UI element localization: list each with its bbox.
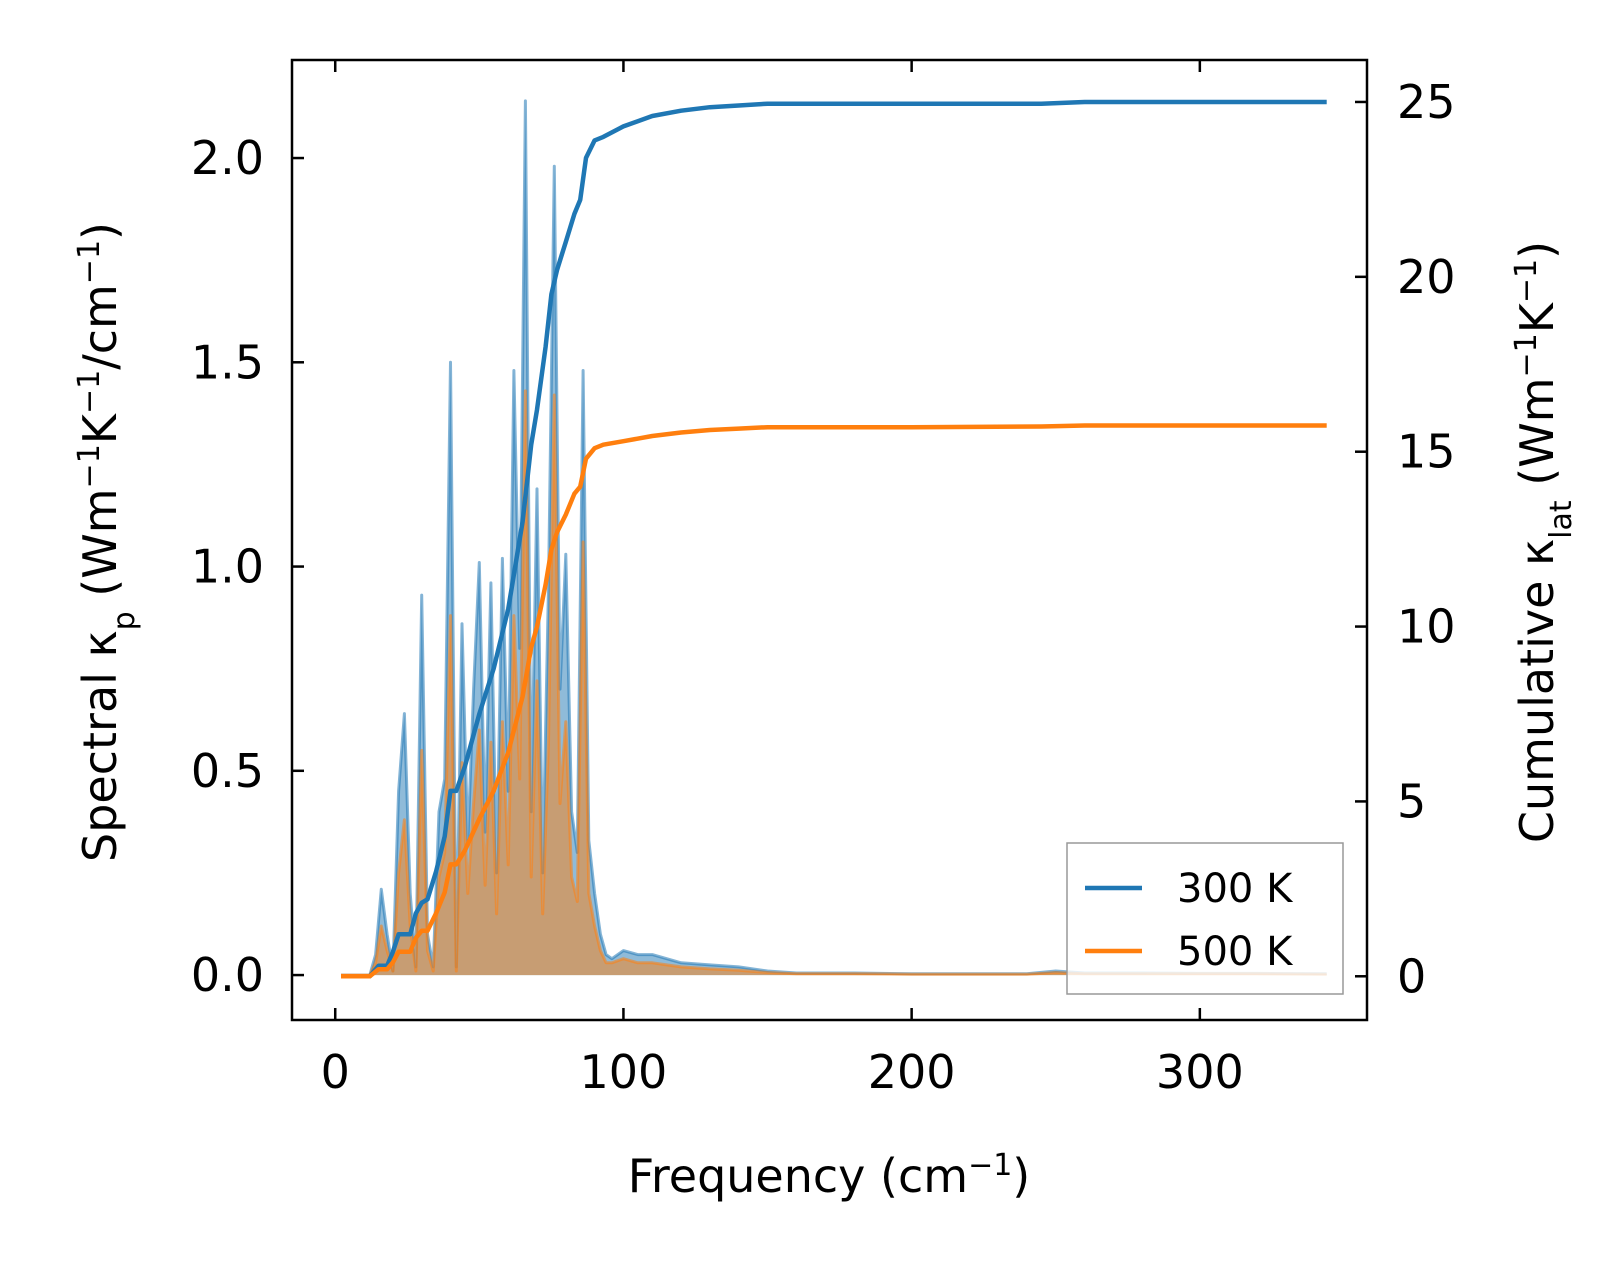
right-y-axis-title: Cumulative κlat (Wm−1K−1) [1509,241,1579,843]
axis-ticks: 0 100 200 300 0.0 0.5 1.0 1.5 2.0 0 5 10 15 20 25 [191,60,1456,1099]
x-tick-label: 100 [580,1045,668,1099]
right-y-tick-label: 15 [1397,425,1456,479]
legend-label: 500 K [1177,929,1294,975]
right-y-tick-label: 25 [1397,75,1456,129]
left-y-axis-title: Spectral κp (Wm−1K−1/cm−1) [72,222,142,862]
x-tick-label: 300 [1156,1045,1244,1099]
x-tick-label: 200 [868,1045,956,1099]
left-y-tick-label: 0.0 [191,948,264,1002]
cumulative-line-300k [341,99,1327,979]
right-y-tick-label: 10 [1397,600,1456,654]
left-y-tick-label: 0.5 [191,744,264,798]
plot-area [341,99,1327,979]
spectral-line-500k [341,389,1327,977]
legend: 300 K 500 K [1066,842,1344,995]
left-y-tick-label: 2.0 [191,131,264,185]
left-y-tick-label: 1.0 [191,540,264,594]
cumulative-line-500k [341,423,1327,979]
left-y-tick-label: 1.5 [191,335,264,389]
axes-box [290,58,1369,1022]
right-y-tick-label: 5 [1397,774,1426,828]
legend-box [1066,842,1344,995]
legend-label: 300 K [1177,866,1294,912]
right-y-tick-label: 0 [1397,949,1426,1003]
right-y-tick-label: 20 [1397,250,1456,304]
plot-frame [290,58,1369,1022]
x-tick-label: 0 [321,1045,350,1099]
x-axis-title: Frequency (cm−1) [628,1148,1031,1204]
